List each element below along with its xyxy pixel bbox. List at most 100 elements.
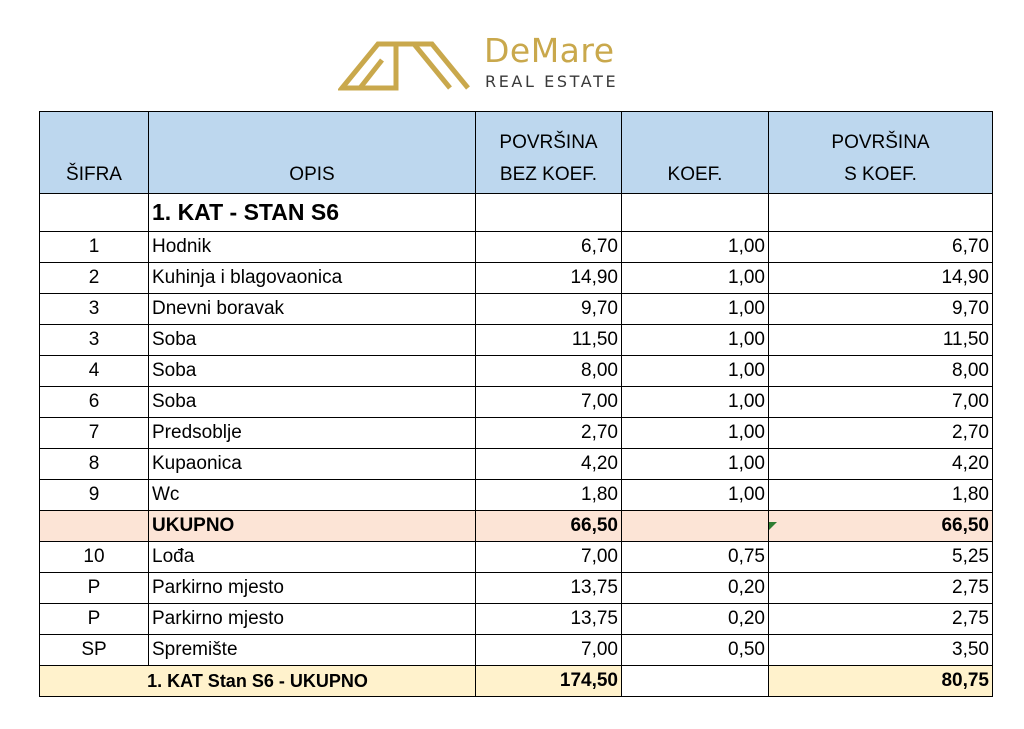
povrsina-bez-cell: 8,00 (475, 355, 622, 387)
sifra-cell: 1 (39, 231, 149, 263)
koef-cell: 1,00 (621, 262, 769, 294)
mountain-logo-icon (338, 41, 470, 91)
povrsina-bez-cell: 1,80 (475, 479, 622, 511)
koef-cell: 0,75 (621, 541, 769, 573)
povrsina-s-cell: 1,80 (768, 479, 993, 511)
koef-cell: 1,00 (621, 479, 769, 511)
total-row: 1. KAT Stan S6 - UKUPNO 174,50 80,75 (39, 665, 993, 697)
table-row: 10 Lođa 7,00 0,75 5,25 (39, 541, 993, 573)
opis-cell: Parkirno mjesto (148, 572, 476, 604)
table-row: SP Spremište 7,00 0,50 3,50 (39, 634, 993, 666)
sifra-cell: SP (39, 634, 149, 666)
table-row: 7 Predsoblje 2,70 1,00 2,70 (39, 417, 993, 449)
subtotal-row: UKUPNO 66,50 66,50 (39, 510, 993, 542)
opis-cell: Parkirno mjesto (148, 603, 476, 635)
total-povrsina-s: 80,75 (768, 665, 993, 697)
sifra-cell: 7 (39, 417, 149, 449)
header-koef: KOEF. (621, 111, 769, 194)
koef-cell: 1,00 (621, 386, 769, 418)
povrsina-s-cell: 11,50 (768, 324, 993, 356)
povrsina-bez-cell: 4,20 (475, 448, 622, 480)
koef-cell: 1,00 (621, 231, 769, 263)
total-label: 1. KAT Stan S6 - UKUPNO (39, 665, 476, 697)
povrsina-s-cell: 5,25 (768, 541, 993, 573)
opis-cell: Kupaonica (148, 448, 476, 480)
opis-cell: Hodnik (148, 231, 476, 263)
sifra-cell: 3 (39, 324, 149, 356)
koef-cell: 1,00 (621, 293, 769, 325)
opis-cell: Kuhinja i blagovaonica (148, 262, 476, 294)
povrsina-bez-cell: 14,90 (475, 262, 622, 294)
povrsina-s-cell: 8,00 (768, 355, 993, 387)
table-row: 6 Soba 7,00 1,00 7,00 (39, 386, 993, 418)
table-row: 2 Kuhinja i blagovaonica 14,90 1,00 14,90 (39, 262, 993, 294)
koef-cell: 1,00 (621, 448, 769, 480)
povrsina-bez-cell: 9,70 (475, 293, 622, 325)
subtotal-povrsina-bez: 66,50 (475, 510, 622, 542)
sifra-cell: 2 (39, 262, 149, 294)
opis-cell: Soba (148, 324, 476, 356)
table-row: 1 Hodnik 6,70 1,00 6,70 (39, 231, 993, 263)
sifra-cell: P (39, 603, 149, 635)
povrsina-s-cell: 3,50 (768, 634, 993, 666)
sifra-cell: 3 (39, 293, 149, 325)
brand-tagline: REAL ESTATE (485, 72, 619, 91)
povrsina-bez-cell: 13,75 (475, 603, 622, 635)
opis-cell: Predsoblje (148, 417, 476, 449)
brand-logo: DeMare REAL ESTATE (338, 30, 628, 96)
header-povrsina-bez-line2: BEZ KOEF. (499, 164, 598, 185)
table-row: 8 Kupaonica 4,20 1,00 4,20 (39, 448, 993, 480)
header-row: ŠIFRA OPIS POVRŠINA BEZ KOEF. KOEF. POVR… (39, 111, 993, 194)
povrsina-bez-cell: 7,00 (475, 634, 622, 666)
opis-cell: Soba (148, 386, 476, 418)
povrsina-s-cell: 2,75 (768, 572, 993, 604)
sifra-cell: 6 (39, 386, 149, 418)
header-povrsina-s-line2: S KOEF. (844, 164, 917, 185)
table-row: 3 Soba 11,50 1,00 11,50 (39, 324, 993, 356)
sifra-cell: 8 (39, 448, 149, 480)
povrsina-s-cell: 7,00 (768, 386, 993, 418)
table-row: 9 Wc 1,80 1,00 1,80 (39, 479, 993, 511)
header-povrsina-bez-line1: POVRŠINA (499, 132, 598, 153)
sifra-cell: 4 (39, 355, 149, 387)
header-sifra: ŠIFRA (39, 111, 149, 194)
povrsina-s-cell: 4,20 (768, 448, 993, 480)
povrsina-s-cell: 9,70 (768, 293, 993, 325)
total-povrsina-bez: 174,50 (475, 665, 622, 697)
koef-cell: 1,00 (621, 355, 769, 387)
povrsina-bez-cell: 7,00 (475, 386, 622, 418)
brand-name: DeMare (484, 31, 615, 70)
section-title-row: 1. KAT - STAN S6 (39, 193, 993, 232)
table-row: 4 Soba 8,00 1,00 8,00 (39, 355, 993, 387)
opis-cell: Dnevni boravak (148, 293, 476, 325)
area-table: ŠIFRA OPIS POVRŠINA BEZ KOEF. KOEF. POVR… (39, 111, 993, 697)
koef-cell: 0,20 (621, 603, 769, 635)
header-povrsina-bez: POVRŠINA BEZ KOEF. (475, 111, 622, 194)
povrsina-bez-cell: 6,70 (475, 231, 622, 263)
povrsina-bez-cell: 2,70 (475, 417, 622, 449)
opis-cell: Spremište (148, 634, 476, 666)
subtotal-povrsina-s: 66,50 (768, 510, 993, 542)
povrsina-bez-cell: 13,75 (475, 572, 622, 604)
povrsina-s-cell: 2,70 (768, 417, 993, 449)
povrsina-s-cell: 6,70 (768, 231, 993, 263)
opis-cell: Soba (148, 355, 476, 387)
koef-cell: 0,50 (621, 634, 769, 666)
povrsina-s-cell: 14,90 (768, 262, 993, 294)
povrsina-s-cell: 2,75 (768, 603, 993, 635)
opis-cell: Lođa (148, 541, 476, 573)
table-row: P Parkirno mjesto 13,75 0,20 2,75 (39, 603, 993, 635)
table-row: P Parkirno mjesto 13,75 0,20 2,75 (39, 572, 993, 604)
koef-cell: 1,00 (621, 324, 769, 356)
sifra-cell: 10 (39, 541, 149, 573)
sifra-cell: P (39, 572, 149, 604)
header-povrsina-s: POVRŠINA S KOEF. (768, 111, 993, 194)
povrsina-bez-cell: 7,00 (475, 541, 622, 573)
section-title: 1. KAT - STAN S6 (148, 193, 476, 232)
opis-cell: Wc (148, 479, 476, 511)
koef-cell: 1,00 (621, 417, 769, 449)
cell-comment-marker (769, 522, 777, 530)
subtotal-label: UKUPNO (148, 510, 476, 542)
povrsina-bez-cell: 11,50 (475, 324, 622, 356)
header-opis: OPIS (148, 111, 476, 194)
